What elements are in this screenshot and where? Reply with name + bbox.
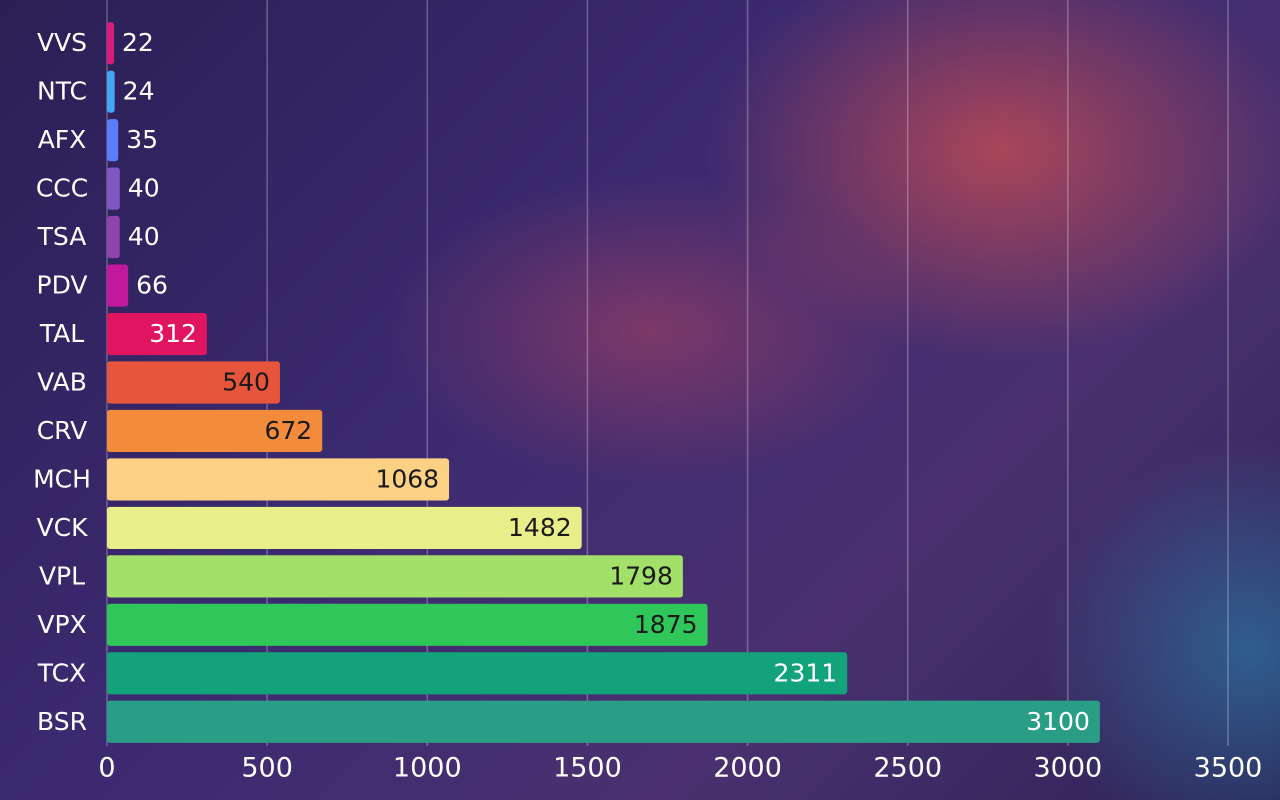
value-label: 312 bbox=[149, 319, 197, 348]
value-label: 1068 bbox=[375, 464, 439, 493]
x-tick-label: 500 bbox=[241, 753, 293, 784]
bar bbox=[107, 361, 280, 404]
y-tick-label: TSA bbox=[37, 222, 87, 251]
value-label: 24 bbox=[123, 77, 155, 106]
x-tick-label: 1000 bbox=[393, 753, 462, 784]
y-tick-label: VPX bbox=[37, 610, 86, 639]
bar bbox=[107, 458, 450, 501]
value-label: 66 bbox=[136, 271, 168, 300]
y-tick-label: CCC bbox=[36, 174, 88, 203]
bar bbox=[107, 216, 120, 259]
value-label: 40 bbox=[128, 222, 160, 251]
x-tick-label: 3000 bbox=[1033, 753, 1102, 784]
bar bbox=[107, 555, 683, 598]
bar bbox=[107, 652, 848, 695]
x-tick-label: 2500 bbox=[873, 753, 942, 784]
value-label: 1798 bbox=[609, 561, 673, 590]
bar bbox=[107, 22, 115, 65]
value-label: 40 bbox=[128, 174, 160, 203]
value-label: 1875 bbox=[634, 610, 698, 639]
value-label: 22 bbox=[122, 28, 154, 57]
bar bbox=[107, 119, 119, 162]
bar bbox=[107, 264, 129, 307]
value-label: 1482 bbox=[508, 513, 572, 542]
bar bbox=[107, 409, 323, 453]
value-label: 540 bbox=[222, 368, 270, 397]
x-tick-label: 1500 bbox=[553, 753, 622, 784]
bar bbox=[107, 312, 207, 356]
y-tick-label: TCX bbox=[37, 658, 86, 687]
y-tick-label: VCK bbox=[37, 513, 89, 542]
y-tick-label: NTC bbox=[37, 77, 87, 106]
bar bbox=[107, 70, 115, 113]
y-tick-label: VPL bbox=[39, 561, 85, 590]
y-tick-label: CRV bbox=[37, 416, 88, 445]
x-tick-label: 2000 bbox=[713, 753, 782, 784]
y-tick-label: VAB bbox=[37, 368, 87, 397]
y-tick-label: PDV bbox=[37, 271, 88, 300]
x-tick-label: 0 bbox=[98, 753, 115, 784]
bar bbox=[107, 700, 1100, 743]
y-tick-label: VVS bbox=[37, 28, 87, 57]
y-tick-label: MCH bbox=[33, 464, 91, 493]
bar bbox=[107, 167, 120, 210]
y-tick-label: AFX bbox=[38, 125, 87, 154]
bar bbox=[107, 603, 708, 646]
y-tick-label: BSR bbox=[37, 707, 87, 736]
value-label: 35 bbox=[126, 125, 158, 154]
x-tick-label: 3500 bbox=[1194, 753, 1263, 784]
y-tick-label: TAL bbox=[39, 319, 84, 348]
value-label: 3100 bbox=[1026, 707, 1090, 736]
value-label: 2311 bbox=[774, 658, 838, 687]
value-label: 672 bbox=[265, 416, 313, 445]
bar bbox=[107, 506, 582, 549]
